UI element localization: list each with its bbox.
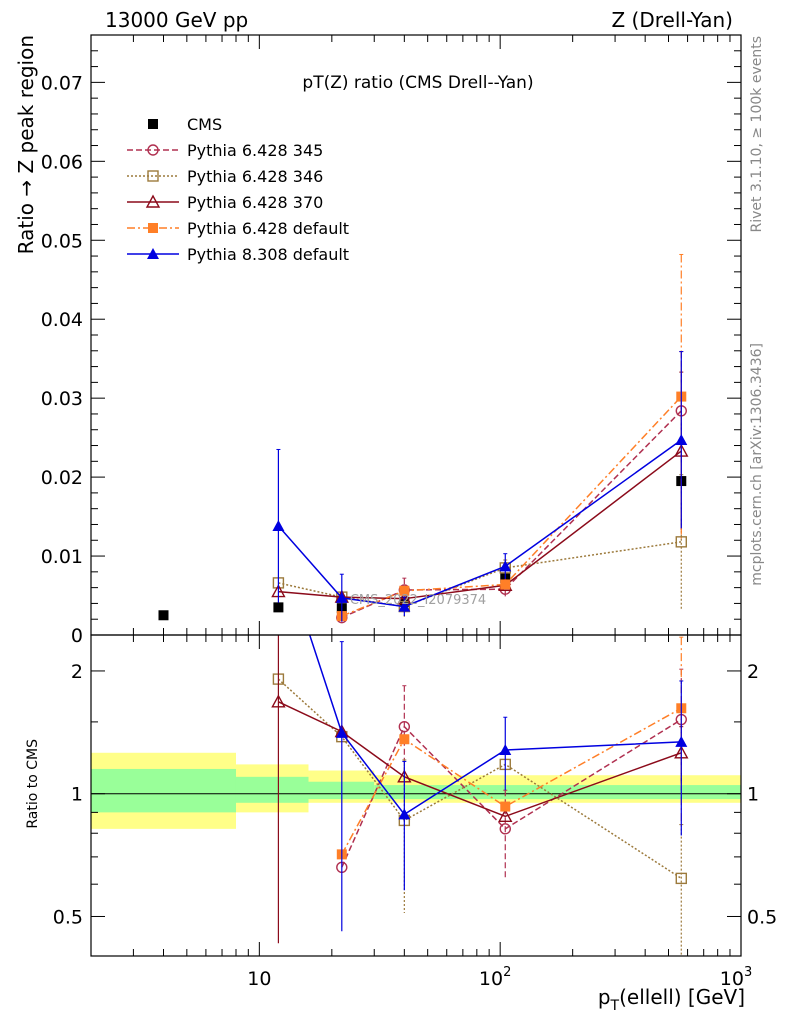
main-ytick-label: 0.03 [41,388,83,410]
main-ytick-label: 0.04 [41,309,83,331]
main-ylabel: Ratio → Z peak region [14,35,38,254]
ratio-ytick-label: 1 [71,784,83,806]
ratio-ytick-label: 0.5 [53,906,83,928]
main-ytick-label: 0.01 [41,546,83,568]
main-ytick-label: 0.02 [41,467,83,489]
legend-marker [148,223,158,233]
main-series-line [341,410,682,619]
ratio-xlabel: pT(ellell) [GeV] [598,985,745,1014]
ratio-series-line [341,707,682,855]
ratio-data-point [399,734,410,745]
main-series-line [277,439,682,608]
main-data-point [273,602,284,613]
watermark: CMS_2022_I2079374 [350,593,486,608]
legend-label: Pythia 8.308 default [187,245,349,264]
ratio-frame [90,634,742,957]
ratio-ylabel: Ratio to CMS [25,739,41,829]
legend-label: Pythia 6.428 345 [187,141,323,160]
main-data-point [335,591,348,603]
main-ytick-label: 0 [71,625,83,647]
legend-label: Pythia 6.428 default [187,219,349,238]
ratio-data-point [398,720,411,733]
legend: CMS Pythia 6.428 345 Pythia 6.428 346 Pythi… [127,115,349,264]
legend-marker [147,144,159,156]
main-data-point [158,610,169,621]
main-data-point [499,560,512,572]
legend-marker [147,248,159,259]
main-data-point [398,600,411,612]
legend-marker [145,194,161,208]
header-left: 13000 GeV pp [105,8,248,32]
main-ytick-label: 0.07 [41,72,83,94]
main-data-point [500,579,511,590]
main-data-point [675,434,688,445]
main-series-line [341,396,682,617]
legend-marker [148,119,158,129]
ratio-xtick-label: 10 [247,968,271,990]
header-right: Z (Drell-Yan) [611,8,733,32]
main-data-point [272,520,285,532]
ratio-data-point [499,823,511,835]
legend-label: Pythia 6.428 346 [187,167,323,186]
main-data-point [399,585,410,596]
ratio-xtick-label: 102 [479,965,511,990]
ratio-ytick-label: 2 [71,661,83,683]
ratio-data-point [675,872,687,885]
ratio-data-point [271,694,286,708]
uncertainty-band-green [374,785,741,800]
ratio-data-point [675,735,688,747]
uncertainty-band-green [91,768,236,813]
mcplots-label: mcplots.cern.ch [arXiv:1306.3436] [749,343,765,586]
main-ytick-label: 0.05 [41,230,83,252]
legend-label: CMS [187,115,222,134]
main-title: pT(Z) ratio (CMS Drell--Yan) [302,73,533,93]
legend-marker [147,170,159,182]
ratio-data-point [335,726,348,738]
ratio-ytick-label-right: 0.5 [747,906,777,928]
legend-label: Pythia 6.428 370 [187,193,323,212]
ratio-data-point [498,808,513,823]
main-ytick-label: 0.06 [41,151,83,173]
ratio-data-point [499,743,512,755]
ratio-series-line [277,678,682,880]
main-data-point [675,536,687,548]
ratio-data-point [398,808,411,820]
ratio-ytick-label-right: 1 [747,784,759,806]
uncertainty-band-green [235,776,309,803]
rivet-label: Rivet 3.1.10, ≥ 100k events [749,36,765,233]
ratio-ytick-label-right: 2 [747,661,759,683]
ratio-data-point [500,801,511,812]
